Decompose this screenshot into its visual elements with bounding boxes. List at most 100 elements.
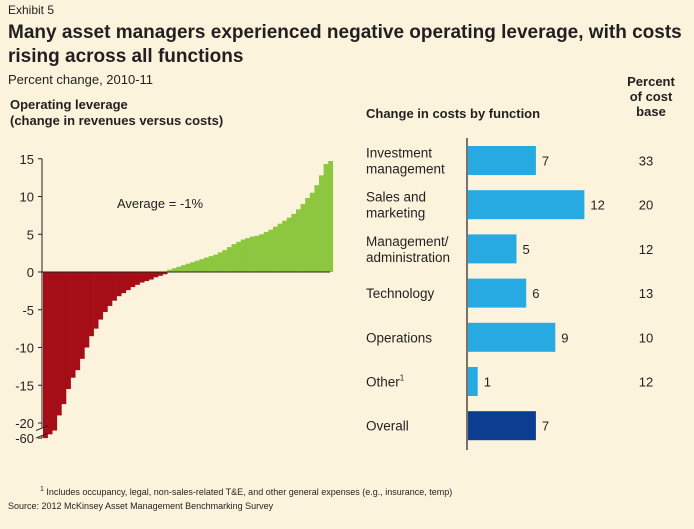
cost-bar <box>468 278 527 308</box>
leverage-bar <box>277 223 283 272</box>
y-tick-label: -10 <box>15 341 34 356</box>
category-label-line: Investment <box>366 146 432 161</box>
cost-base-percent: 12 <box>639 242 653 257</box>
cost-by-function-chart: 7 Investment management 33 12 Sales and market… <box>366 138 653 450</box>
leverage-bar <box>43 272 48 439</box>
right-panel-heading: Change in costs by function <box>366 106 541 121</box>
other-footnote-marker: 1 <box>400 374 405 383</box>
leverage-bar <box>102 272 108 313</box>
axis-break-mark <box>35 432 49 439</box>
leverage-bar <box>259 234 265 272</box>
y-tick-label: 15 <box>20 152 34 167</box>
y-tick-label: 10 <box>20 190 34 205</box>
cost-base-percent: 12 <box>639 375 653 390</box>
leverage-bar <box>194 260 200 272</box>
source-note: Source: 2012 McKinsey Asset Management B… <box>8 501 274 511</box>
category-label-line: Technology <box>366 286 435 301</box>
leverage-bar <box>47 272 53 435</box>
operating-leverage-chart: 15 10 5 0 -5 -10 -15 -20-60 Average = -1% <box>15 152 334 446</box>
y-tick-label: 0 <box>27 265 34 280</box>
cost-bar <box>468 234 517 264</box>
category-label: Operations <box>366 330 432 345</box>
leverage-bar <box>305 198 311 272</box>
leverage-bar <box>107 272 113 306</box>
category-label-line: Sales and <box>366 190 426 205</box>
leverage-bar <box>328 161 334 272</box>
leverage-bar <box>268 229 274 272</box>
cost-value-label: 9 <box>561 330 568 345</box>
cost-base-percent: 13 <box>639 286 653 301</box>
category-label-line: administration <box>366 250 450 265</box>
axis-break-mark <box>35 425 49 431</box>
footnote: 1 Includes occupancy, legal, non-sales-r… <box>40 486 452 497</box>
cost-base-percent: 10 <box>639 330 653 345</box>
leverage-bar <box>181 265 186 272</box>
category-label: Management/administration <box>366 234 450 265</box>
leverage-bar <box>282 220 288 272</box>
leverage-bar <box>176 266 182 272</box>
leverage-bar <box>319 175 324 272</box>
cost-value-label: 7 <box>542 154 549 169</box>
category-label: Sales and marketing <box>366 190 426 221</box>
leverage-bar <box>112 272 117 301</box>
leverage-bar <box>61 272 67 405</box>
category-label: Investment management <box>366 146 445 177</box>
leverage-bar <box>130 272 136 288</box>
leverage-bar <box>208 256 214 272</box>
leverage-bar <box>135 272 140 285</box>
leverage-bar <box>79 272 85 359</box>
category-label: Overall <box>366 419 409 434</box>
leverage-bar <box>314 185 320 272</box>
category-label: Technology <box>366 286 435 301</box>
leverage-bar <box>66 272 71 390</box>
leverage-bar <box>84 272 90 348</box>
leverage-bar <box>171 268 177 272</box>
leverage-bar <box>291 213 297 272</box>
leverage-bar <box>75 272 81 371</box>
exhibit-label: Exhibit 5 <box>8 3 55 17</box>
cost-base-percent: 20 <box>639 198 653 213</box>
leverage-bar <box>231 244 237 272</box>
leverage-bar <box>190 262 196 272</box>
leverage-bar <box>93 272 99 329</box>
leverage-bar <box>121 272 127 294</box>
y-tick-label: -60 <box>15 431 34 446</box>
category-label-line: Management/ <box>366 234 449 249</box>
leverage-bar <box>185 263 191 272</box>
leverage-bar <box>213 254 219 272</box>
y-tick-label: 5 <box>27 227 34 242</box>
chart-title: Many asset managers experienced negative… <box>8 22 682 67</box>
category-label-line: Other <box>366 375 400 390</box>
cost-bar <box>468 322 556 352</box>
leverage-bar <box>217 252 223 272</box>
cost-value-label: 7 <box>542 419 549 434</box>
leverage-bar <box>148 272 154 280</box>
leverage-bar <box>296 209 301 272</box>
leverage-bar <box>167 269 173 272</box>
leverage-bar <box>240 239 246 272</box>
category-label: Other1 <box>366 374 405 390</box>
cost-value-label: 1 <box>484 375 491 390</box>
cost-value-label: 5 <box>523 242 530 257</box>
footnote-marker: 1 <box>40 486 44 493</box>
cost-bar <box>468 411 536 441</box>
leverage-bar <box>286 217 292 272</box>
leverage-bar <box>125 272 131 291</box>
footnote-text: Includes occupancy, legal, non-sales-rel… <box>43 487 453 497</box>
cost-bar <box>468 146 536 175</box>
leverage-bar <box>250 236 255 272</box>
cost-bar <box>468 190 585 220</box>
leverage-bar <box>309 192 315 272</box>
leverage-bar <box>199 259 205 272</box>
cost-bar <box>468 367 478 396</box>
cost-base-percent: 33 <box>639 154 653 169</box>
leverage-bar <box>236 241 242 272</box>
y-tick-label: -20 <box>15 416 34 431</box>
category-label-line: marketing <box>366 206 425 221</box>
leverage-bar <box>98 272 104 320</box>
leverage-bar <box>56 272 62 416</box>
y-tick-label: -15 <box>15 378 34 393</box>
left-panel-heading: Operating leverage (change in revenues v… <box>10 97 224 128</box>
